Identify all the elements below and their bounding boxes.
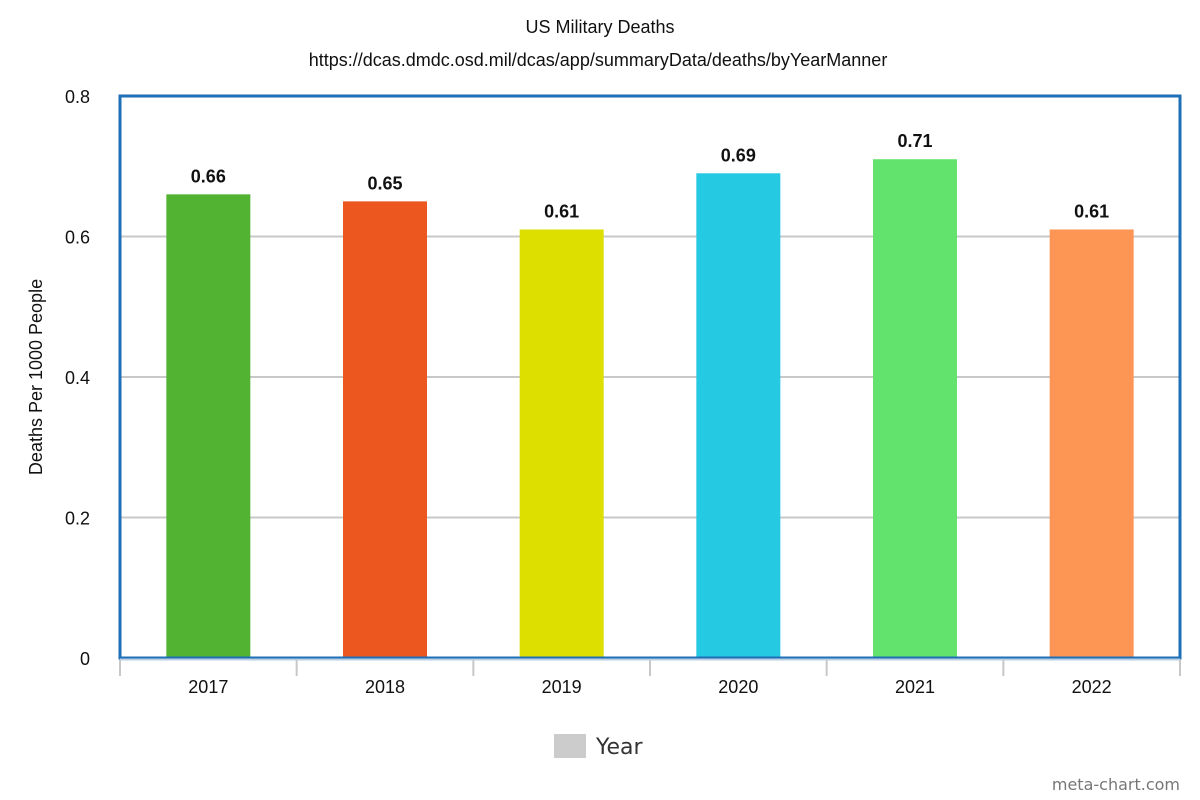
x-axis: 2017 2018 2019 2020 2021 2022 xyxy=(119,658,1181,697)
y-axis-label: Deaths Per 1000 People xyxy=(26,279,46,475)
data-label-2019: 0.61 xyxy=(544,201,579,221)
bar-2022[interactable] xyxy=(1049,229,1134,658)
y-tick-label: 0.6 xyxy=(65,228,90,248)
data-label-2021: 0.71 xyxy=(897,131,932,151)
x-tick-label-2017: 2017 xyxy=(188,677,228,697)
x-tick-label-2019: 2019 xyxy=(542,677,582,697)
y-tick-label: 0 xyxy=(80,649,90,669)
legend-label[interactable]: Year xyxy=(595,735,644,760)
x-tick-label-2021: 2021 xyxy=(895,677,935,697)
chart-title: US Military Deaths xyxy=(525,17,674,37)
data-labels: 0.66 0.65 0.61 0.69 0.71 0.61 xyxy=(191,131,1109,221)
data-label-2018: 0.65 xyxy=(367,173,402,193)
bar-2017[interactable] xyxy=(166,194,251,658)
bar-2018[interactable] xyxy=(343,201,427,658)
bar-2019[interactable] xyxy=(519,229,604,658)
bar-2020[interactable] xyxy=(696,173,781,658)
x-tick-label-2018: 2018 xyxy=(365,677,405,697)
bar-2021[interactable] xyxy=(873,159,957,658)
x-tick-label-2022: 2022 xyxy=(1072,677,1112,697)
data-label-2020: 0.69 xyxy=(721,145,756,165)
y-axis-tick-labels: 0 0.2 0.4 0.6 0.8 xyxy=(65,87,90,669)
bars xyxy=(166,159,1134,658)
legend[interactable]: Year xyxy=(554,734,644,760)
gridlines xyxy=(120,235,1180,519)
data-label-2022: 0.61 xyxy=(1074,201,1109,221)
y-tick-label: 0.2 xyxy=(65,509,90,529)
x-tick-label-2020: 2020 xyxy=(718,677,758,697)
legend-swatch[interactable] xyxy=(554,734,586,758)
credit-text: meta-chart.com xyxy=(1052,775,1180,794)
y-tick-label: 0.4 xyxy=(65,368,90,388)
plot-area-border xyxy=(118,94,1182,660)
chart-subtitle: https://dcas.dmdc.osd.mil/dcas/app/summa… xyxy=(309,50,888,70)
data-label-2017: 0.66 xyxy=(191,166,226,186)
y-tick-label: 0.8 xyxy=(65,87,90,107)
